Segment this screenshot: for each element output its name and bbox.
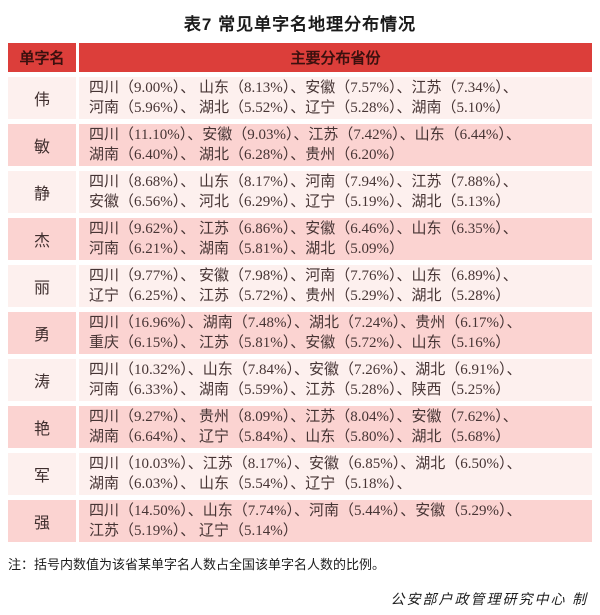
provinces-line: 四川（16.96%）、湖南（7.48%）、湖北（7.24%）、贵州（6.17%）… bbox=[89, 315, 522, 331]
provinces-line: 河南（5.96%）、 湖北（5.52%）、辽宁（5.28%）、湖南（5.10%） bbox=[89, 100, 511, 116]
table-row: 艳 四川（9.27%）、 贵州（8.09%）、江苏（8.04%）、安徽（7.62… bbox=[8, 406, 592, 448]
name-cell: 强 bbox=[8, 500, 76, 542]
header-name-column: 单字名 bbox=[8, 43, 76, 72]
provinces-line: 重庆（6.15%）、 江苏（5.81%）、安徽（5.72%）、山东（5.16%） bbox=[89, 335, 511, 351]
provinces-cell: 四川（16.96%）、湖南（7.48%）、湖北（7.24%）、贵州（6.17%）… bbox=[79, 312, 592, 354]
table-row: 强 四川（14.50%）、山东（7.74%）、河南（5.44%）、安徽（5.29… bbox=[8, 500, 592, 542]
provinces-line: 四川（10.03%）、江苏（8.17%）、安徽（6.85%）、湖北（6.50%）… bbox=[89, 456, 522, 472]
provinces-line: 四川（9.77%）、 安徽（7.98%）、河南（7.76%）、山东（6.89%）… bbox=[89, 268, 518, 284]
table-row: 伟 四川（9.00%）、 山东（8.13%）、安徽（7.57%）、江苏（7.34… bbox=[8, 77, 592, 119]
provinces-line: 安徽（6.56%）、 河北（6.29%）、辽宁（5.19%）、湖北（5.13%） bbox=[89, 194, 511, 210]
name-cell: 艳 bbox=[8, 406, 76, 448]
table-title: 表7 常见单字名地理分布情况 bbox=[183, 15, 417, 34]
table-row: 静 四川（8.68%）、 山东（8.17%）、河南（7.94%）、江苏（7.88… bbox=[8, 171, 592, 213]
provinces-line: 辽宁（6.25%）、 江苏（5.72%）、贵州（5.29%）、湖北（5.28%） bbox=[89, 288, 511, 304]
provinces-line: 四川（9.00%）、 山东（8.13%）、安徽（7.57%）、江苏（7.34%）… bbox=[89, 80, 518, 96]
provinces-cell: 四川（10.03%）、江苏（8.17%）、安徽（6.85%）、湖北（6.50%）… bbox=[79, 453, 592, 495]
provinces-line: 江苏（5.19%）、 辽宁（5.14%） bbox=[89, 523, 298, 539]
provinces-cell: 四川（9.27%）、 贵州（8.09%）、江苏（8.04%）、安徽（7.62%）… bbox=[79, 406, 592, 448]
table-row: 敏 四川（11.10%）、安徽（9.03%）、江苏（7.42%）、山东（6.44… bbox=[8, 124, 592, 166]
provinces-cell: 四川（9.62%）、 江苏（6.86%）、安徽（6.46%）、山东（6.35%）… bbox=[79, 218, 592, 260]
provinces-cell: 四川（8.68%）、 山东（8.17%）、河南（7.94%）、江苏（7.88%）… bbox=[79, 171, 592, 213]
name-cell: 勇 bbox=[8, 312, 76, 354]
name-cell: 伟 bbox=[8, 77, 76, 119]
provinces-line: 四川（9.27%）、 贵州（8.09%）、江苏（8.04%）、安徽（7.62%）… bbox=[89, 409, 518, 425]
name-cell: 敏 bbox=[8, 124, 76, 166]
provinces-line: 四川（11.10%）、安徽（9.03%）、江苏（7.42%）、山东（6.44%）… bbox=[89, 127, 521, 143]
header-provinces-column: 主要分布省份 bbox=[79, 43, 592, 72]
table-row: 涛 四川（10.32%）、山东（7.84%）、安徽（7.26%）、湖北（6.91… bbox=[8, 359, 592, 401]
provinces-line: 湖南（6.64%）、 辽宁（5.84%）、山东（5.80%）、湖北（5.68%） bbox=[89, 429, 511, 445]
name-cell: 军 bbox=[8, 453, 76, 495]
provinces-line: 湖南（6.03%）、 山东（5.54%）、辽宁（5.18%）、 bbox=[89, 476, 412, 492]
table-header-row: 单字名 主要分布省份 bbox=[8, 43, 592, 72]
provinces-cell: 四川（9.77%）、 安徽（7.98%）、河南（7.76%）、山东（6.89%）… bbox=[79, 265, 592, 307]
name-cell: 丽 bbox=[8, 265, 76, 307]
provinces-line: 湖南（6.40%）、 湖北（6.28%）、贵州（6.20%） bbox=[89, 147, 404, 163]
provinces-line: 四川（14.50%）、山东（7.74%）、河南（5.44%）、安徽（5.29%）… bbox=[89, 503, 522, 519]
provinces-cell: 四川（10.32%）、山东（7.84%）、安徽（7.26%）、湖北（6.91%）… bbox=[79, 359, 592, 401]
provinces-cell: 四川（11.10%）、安徽（9.03%）、江苏（7.42%）、山东（6.44%）… bbox=[79, 124, 592, 166]
table-row: 勇 四川（16.96%）、湖南（7.48%）、湖北（7.24%）、贵州（6.17… bbox=[8, 312, 592, 354]
credit-line: 公安部户政管理研究中心 制 bbox=[390, 593, 588, 608]
provinces-cell: 四川（14.50%）、山东（7.74%）、河南（5.44%）、安徽（5.29%）… bbox=[79, 500, 592, 542]
provinces-line: 四川（8.68%）、 山东（8.17%）、河南（7.94%）、江苏（7.88%）… bbox=[89, 174, 518, 190]
provinces-line: 河南（6.21%）、 湖南（5.81%）、湖北（5.09%） bbox=[89, 241, 404, 257]
provinces-cell: 四川（9.00%）、 山东（8.13%）、安徽（7.57%）、江苏（7.34%）… bbox=[79, 77, 592, 119]
footnote: 注：括号内数值为该省某单字名人数占全国该单字名人数的比例。 bbox=[8, 557, 386, 572]
name-cell: 涛 bbox=[8, 359, 76, 401]
name-cell: 杰 bbox=[8, 218, 76, 260]
provinces-line: 四川（9.62%）、 江苏（6.86%）、安徽（6.46%）、山东（6.35%）… bbox=[89, 221, 518, 237]
provinces-line: 河南（6.33%）、 湖南（5.59%）、江苏（5.28%）、陕西（5.25%） bbox=[89, 382, 511, 398]
table-row: 杰 四川（9.62%）、 江苏（6.86%）、安徽（6.46%）、山东（6.35… bbox=[8, 218, 592, 260]
name-cell: 静 bbox=[8, 171, 76, 213]
table-row: 丽 四川（9.77%）、 安徽（7.98%）、河南（7.76%）、山东（6.89… bbox=[8, 265, 592, 307]
table-row: 军 四川（10.03%）、江苏（8.17%）、安徽（6.85%）、湖北（6.50… bbox=[8, 453, 592, 495]
distribution-table: 单字名 主要分布省份 伟 四川（9.00%）、 山东（8.13%）、安徽（7.5… bbox=[8, 43, 592, 542]
provinces-line: 四川（10.32%）、山东（7.84%）、安徽（7.26%）、湖北（6.91%）… bbox=[89, 362, 522, 378]
